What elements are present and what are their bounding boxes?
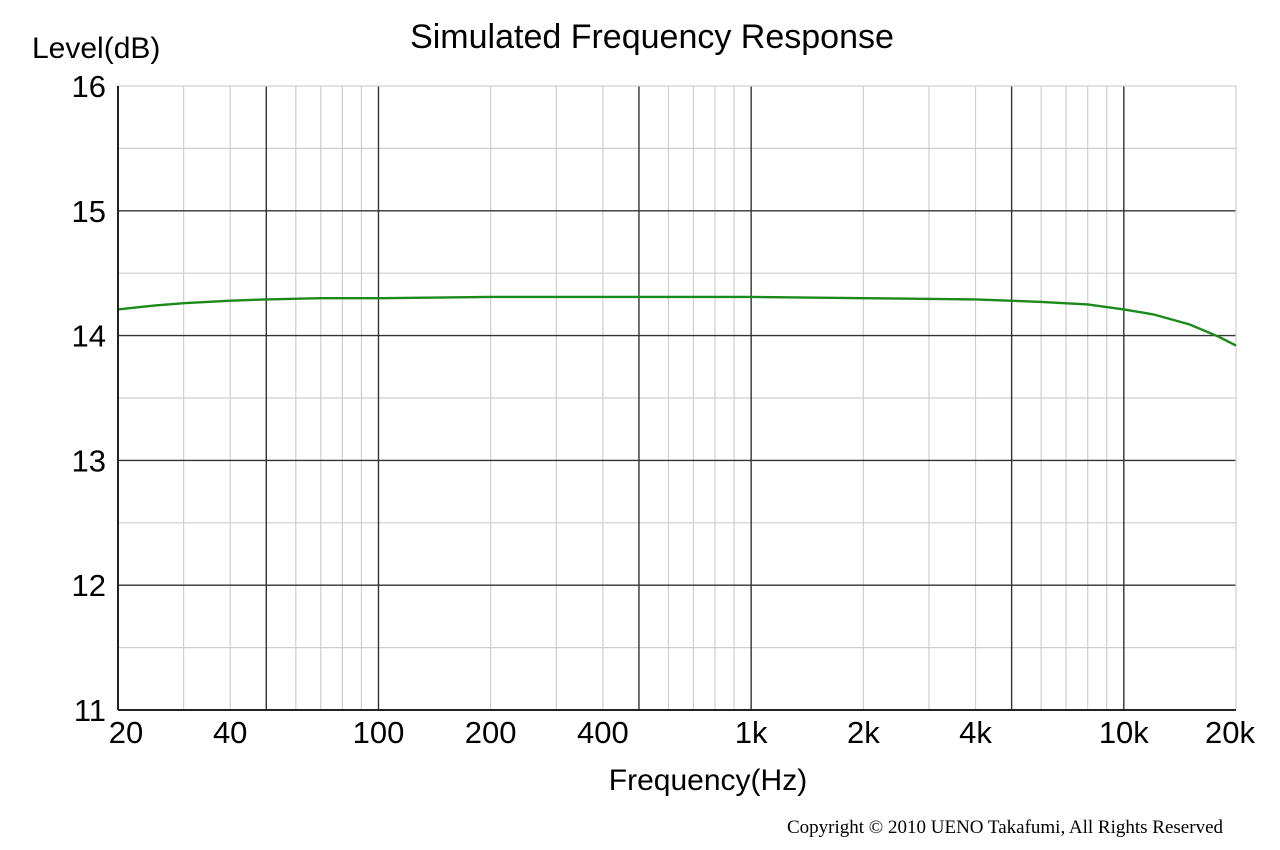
x-tick-label: 400 — [577, 715, 629, 750]
y-tick-label: 15 — [72, 194, 106, 229]
series-layer — [117, 295, 1237, 347]
minor-y-gridlines — [118, 147, 1236, 649]
y-tick-label: 16 — [72, 69, 106, 104]
x-tick-label: 100 — [353, 715, 405, 750]
y-tick-labels: 11 12 13 14 15 16 — [72, 69, 106, 728]
x-tick-labels: 20 40 100 200 400 1k 2k 4k 10k 20k — [109, 715, 1256, 750]
x-tick-label: 20 — [109, 715, 143, 750]
y-tick-label: 13 — [72, 443, 106, 478]
x-tick-label: 10k — [1099, 715, 1149, 750]
x-tick-label: 200 — [465, 715, 517, 750]
y-axis-label: Level(dB) — [32, 32, 160, 65]
x-tick-label: 4k — [959, 715, 992, 750]
y-tick-label: 11 — [74, 693, 106, 728]
series-line-0 — [117, 295, 1237, 347]
x-axis-label: Frequency(Hz) — [609, 764, 807, 797]
y-tick-label: 14 — [72, 319, 106, 354]
y-tick-label: 12 — [72, 568, 106, 603]
x-tick-label: 40 — [213, 715, 247, 750]
x-tick-label: 2k — [847, 715, 880, 750]
x-tick-label: 20k — [1205, 715, 1255, 750]
major-y-gridlines — [118, 210, 1236, 586]
chart-title: Simulated Frequency Response — [410, 18, 894, 56]
copyright-notice: Copyright © 2010 UENO Takafumi, All Righ… — [787, 817, 1223, 838]
major-x-gridlines — [265, 86, 1125, 710]
x-tick-label: 1k — [735, 715, 768, 750]
